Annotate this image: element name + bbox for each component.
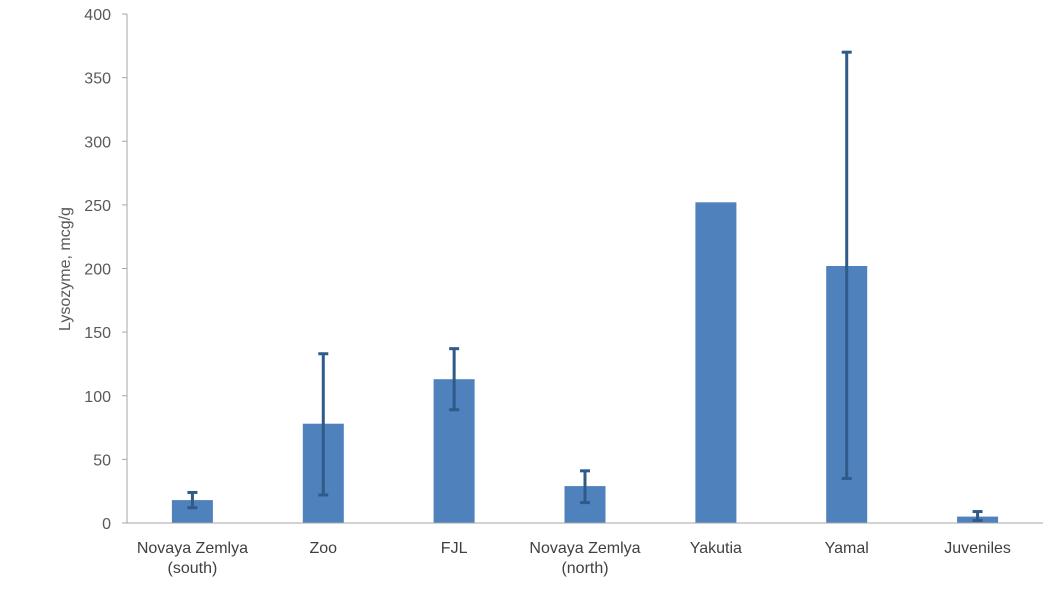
x-tick-label: Novaya Zemlya (south)	[137, 540, 248, 577]
x-tick-label: FJL	[441, 540, 468, 557]
x-tick-label: Juveniles	[944, 540, 1011, 557]
error-bar	[187, 490, 198, 510]
y-tick-label: 0	[102, 516, 111, 533]
y-tick-label: 400	[84, 7, 111, 24]
y-axis-title: Lysozyme, mcg/g	[57, 207, 74, 331]
error-bar	[841, 50, 852, 480]
error-bars-layer	[187, 50, 983, 522]
y-tick-label: 250	[84, 198, 111, 215]
x-tick-label: Yamal	[825, 540, 869, 557]
y-tick-label: 200	[84, 262, 111, 279]
bars-layer	[171, 202, 999, 524]
error-bar	[580, 469, 590, 505]
bar	[171, 500, 213, 523]
axis-layer	[122, 13, 1043, 524]
error-bar	[972, 510, 983, 522]
bar	[695, 202, 737, 524]
y-tick-label: 350	[84, 71, 111, 88]
labels-layer: 0 50 100 150 200 250 300 350 400 Novaya Zemlya (so…	[84, 7, 1011, 577]
x-tick-label: Novaya Zemlya (north)	[529, 540, 640, 577]
y-tick-label: 100	[84, 389, 111, 406]
y-tick-label: 50	[93, 452, 111, 469]
x-tick-label: Yakutia	[690, 540, 742, 557]
y-tick-label: 150	[84, 325, 111, 342]
error-bar	[318, 352, 329, 497]
x-tick-label: Zoo	[309, 540, 337, 557]
y-tick-label: 300	[84, 134, 111, 151]
error-bar	[449, 347, 460, 412]
